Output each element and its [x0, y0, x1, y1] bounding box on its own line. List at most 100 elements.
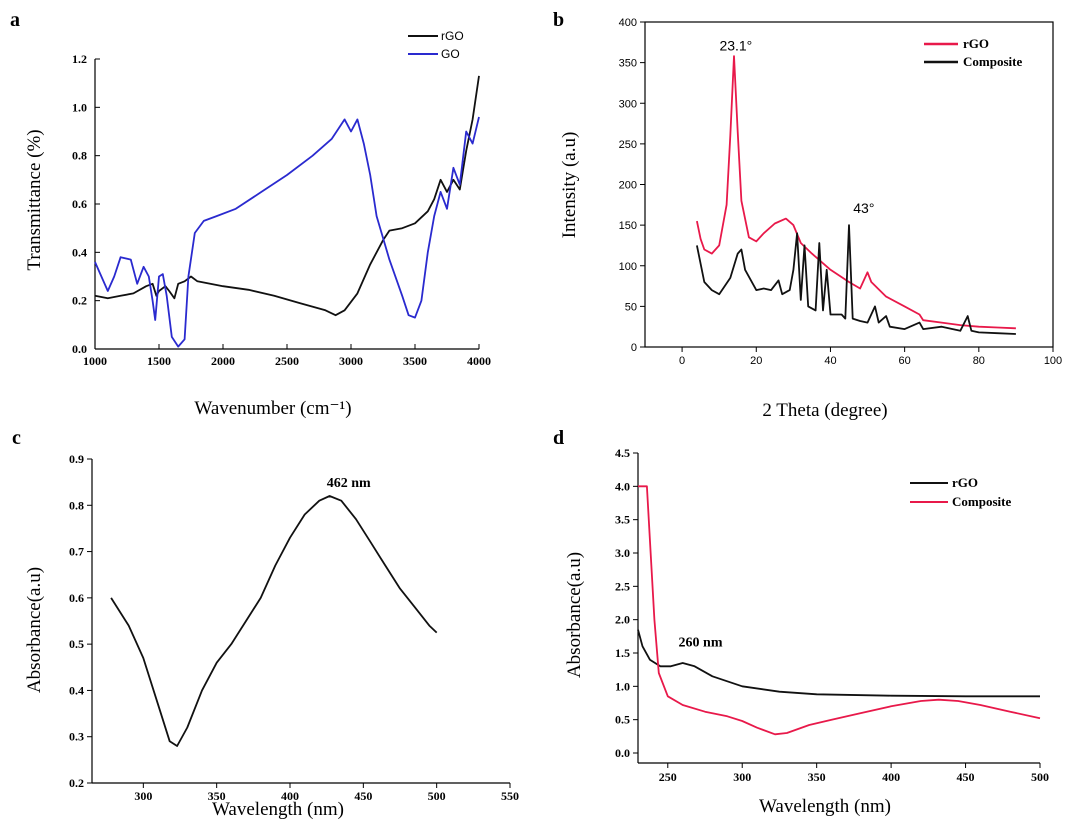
y-tick-label: 200	[619, 180, 637, 192]
axes	[91, 459, 510, 784]
y-tick-label: 0.6	[72, 197, 87, 211]
y-tick-label: 0.8	[72, 149, 87, 163]
x-tick-label: 400	[882, 770, 900, 784]
x-tick-label: 100	[1044, 355, 1062, 367]
x-tick-label: 60	[899, 355, 911, 367]
y-tick-label: 4.0	[615, 479, 630, 493]
legend-label-composite: Composite	[963, 54, 1022, 69]
y-tick-label: 0.2	[69, 776, 84, 790]
x-tick-label: 350	[808, 770, 826, 784]
x-tick-label: 1000	[83, 354, 107, 368]
y-tick-label: 0.8	[69, 498, 84, 512]
series-group	[637, 485, 1041, 736]
y-axis-title: Intensity (a.u)	[559, 132, 580, 239]
x-tick-label: 4000	[467, 354, 491, 368]
x-tick-label: 40	[824, 355, 836, 367]
series-line-rgo	[94, 75, 480, 317]
annotations: 23.1° 43°	[719, 37, 874, 216]
x-tick-label: 450	[957, 770, 975, 784]
x-tick-label: 250	[659, 770, 677, 784]
series-line-rgo	[637, 629, 1040, 698]
y-tick-label: 0.4	[69, 683, 84, 697]
x-tick-label: 2000	[211, 354, 235, 368]
x-axis-title: Wavelength (nm)	[212, 799, 344, 820]
y-tick-label: 0.4	[72, 245, 87, 259]
legend-label-go: GO	[441, 47, 460, 61]
y-tick-label: 3.0	[615, 546, 630, 560]
y-tick-label: 0.6	[69, 591, 84, 605]
annotations: 462 nm	[327, 476, 371, 491]
ticks: 1000 1500 2000 2500 3000 3500 4000 0.0 0.2 0.4 0.6…	[72, 52, 491, 368]
series-line-composite	[696, 224, 1016, 335]
y-tick-label: 250	[619, 139, 637, 151]
y-tick-label: 1.5	[615, 646, 630, 660]
annotation-label: 23.1°	[719, 37, 752, 53]
y-tick-label: 400	[619, 17, 637, 29]
series-group	[696, 55, 1016, 335]
panel-a: a 1000 1500 2000 2500 3000 3500 4000 0.0 0.2 0.4 0…	[10, 9, 491, 419]
x-tick-label: 500	[428, 789, 446, 803]
panel-letter-d: d	[553, 427, 564, 449]
y-tick-label: 100	[619, 261, 637, 273]
x-tick-label: 300	[733, 770, 751, 784]
x-axis-title: 2 Theta (degree)	[762, 400, 887, 421]
legend: rGO GO	[408, 29, 464, 61]
x-axis-title: Wavenumber (cm⁻¹)	[194, 398, 351, 419]
y-tick-label: 3.5	[615, 513, 630, 527]
y-tick-label: 0.0	[615, 746, 630, 760]
y-tick-label: 2.5	[615, 579, 630, 593]
x-tick-label: 3000	[339, 354, 363, 368]
x-tick-label: 450	[354, 789, 372, 803]
y-tick-label: 0.5	[615, 713, 630, 727]
panel-d: d 250 300 350 400 450 500 0.0 0.5 1.0 1.5 2.0 2.5 3.…	[553, 427, 1049, 817]
x-tick-label: 550	[501, 789, 519, 803]
y-tick-label: 0.0	[72, 342, 87, 356]
x-tick-label: 20	[750, 355, 762, 367]
y-tick-label: 50	[625, 301, 637, 313]
x-tick-label: 1500	[147, 354, 171, 368]
annotation-label: 43°	[853, 200, 874, 216]
panel-letter-c: c	[12, 427, 21, 449]
legend-label-rgo: rGO	[952, 475, 978, 490]
y-tick-label: 0	[631, 342, 637, 354]
series-line-composite	[638, 485, 1041, 736]
annotation-label: 260 nm	[679, 635, 723, 650]
ticks: 0 20 40 60 80 100 0 50 100 150 200 250 300 350 400	[619, 17, 1063, 367]
ticks: 250 300 350 400 450 500 0.0 0.5 1.0 1.5 2.0 2.5 3.0 3…	[615, 446, 1049, 784]
y-tick-label: 0.9	[69, 452, 84, 466]
y-axis-title: Absorbance(a.u)	[564, 552, 585, 678]
y-tick-label: 4.5	[615, 446, 630, 460]
x-tick-label: 350	[208, 789, 226, 803]
y-tick-label: 1.2	[72, 52, 87, 66]
series-line-rgo	[696, 55, 1016, 330]
panel-letter-b: b	[553, 9, 564, 31]
series-line-series-0	[110, 495, 438, 747]
x-tick-label: 300	[134, 789, 152, 803]
annotation-label: 462 nm	[327, 476, 371, 491]
y-tick-label: 150	[619, 220, 637, 232]
x-tick-label: 3500	[403, 354, 427, 368]
y-tick-label: 350	[619, 58, 637, 70]
series-group	[94, 75, 480, 348]
y-tick-label: 0.5	[69, 637, 84, 651]
y-tick-label: 0.3	[69, 730, 84, 744]
y-axis-title: Absorbance(a.u)	[24, 567, 45, 693]
y-tick-label: 300	[619, 98, 637, 110]
legend: rGO Composite	[924, 36, 1022, 69]
axes	[637, 453, 1040, 764]
x-tick-label: 2500	[275, 354, 299, 368]
y-tick-label: 0.2	[72, 294, 87, 308]
legend-label-rgo: rGO	[441, 29, 464, 43]
plot-frame	[644, 21, 1054, 348]
legend-label-rgo: rGO	[963, 36, 989, 51]
panel-c: c 300 350 400 450 500 550 0.2 0.3 0.4 0.5 0.6 0.7 0.…	[12, 427, 519, 820]
panel-letter-a: a	[10, 9, 20, 31]
x-tick-label: 500	[1031, 770, 1049, 784]
x-tick-label: 400	[281, 789, 299, 803]
y-tick-label: 0.7	[69, 545, 84, 559]
y-tick-label: 1.0	[72, 100, 87, 114]
x-tick-label: 0	[679, 355, 685, 367]
x-axis-title: Wavelength (nm)	[759, 796, 891, 817]
legend: rGO Composite	[910, 475, 1011, 509]
